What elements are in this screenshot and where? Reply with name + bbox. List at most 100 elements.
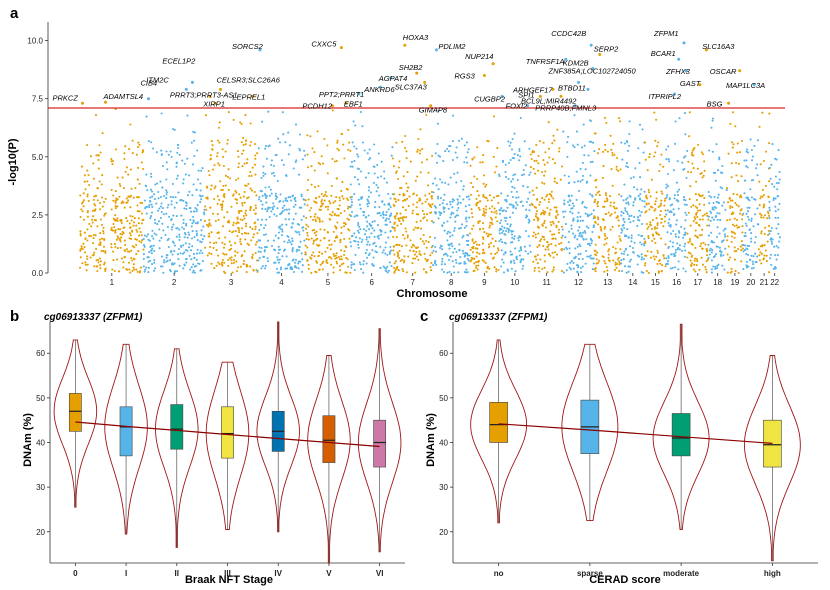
manhattan-point (485, 197, 488, 200)
manhattan-point (300, 193, 303, 196)
manhattan-point (773, 185, 776, 188)
manhattan-point (620, 262, 623, 265)
manhattan-point (263, 248, 266, 252)
manhattan-gene-label: FOXI2 (506, 102, 529, 111)
manhattan-point (187, 231, 190, 234)
manhattan-point (301, 264, 304, 267)
manhattan-point (86, 195, 89, 198)
manhattan-point (715, 143, 718, 146)
manhattan-point (607, 256, 610, 259)
manhattan-point (626, 212, 629, 216)
manhattan-point (385, 181, 389, 184)
manhattan-point (82, 192, 85, 195)
manhattan-point (552, 197, 555, 200)
manhattan-point (155, 151, 158, 154)
manhattan-point (82, 205, 85, 208)
manhattan-point (714, 206, 718, 210)
manhattan-point (596, 152, 599, 155)
manhattan-point (145, 212, 148, 215)
manhattan-point (86, 180, 89, 183)
manhattan-point (514, 270, 517, 273)
manhattan-point (462, 188, 465, 191)
manhattan-point (222, 155, 225, 158)
manhattan-hit-point (684, 69, 688, 73)
manhattan-point (139, 201, 142, 204)
manhattan-point (456, 214, 460, 217)
manhattan-point (246, 242, 249, 245)
manhattan-point (175, 201, 178, 204)
manhattan-point (458, 195, 461, 198)
manhattan-point (81, 247, 84, 251)
manhattan-point (613, 207, 616, 210)
manhattan-point (483, 212, 486, 215)
manhattan-point (696, 167, 699, 170)
manhattan-point (594, 198, 597, 201)
manhattan-point (550, 190, 553, 193)
manhattan-point (643, 205, 646, 208)
manhattan-point (292, 167, 295, 170)
manhattan-point (654, 151, 657, 154)
manhattan-point (129, 234, 132, 237)
manhattan-point (458, 262, 461, 265)
manhattan-point (393, 270, 396, 273)
manhattan-point (700, 233, 703, 237)
manhattan-point (683, 255, 686, 258)
manhattan-point (326, 208, 330, 211)
manhattan-point (147, 271, 150, 274)
manhattan-point (659, 202, 663, 205)
manhattan-point (693, 216, 696, 219)
manhattan-point (667, 145, 670, 148)
manhattan-point (730, 235, 734, 238)
manhattan-point (92, 242, 95, 245)
manhattan-point (761, 111, 764, 114)
manhattan-point (705, 250, 709, 253)
manhattan-point (576, 216, 579, 219)
manhattan-point (682, 198, 686, 201)
manhattan-point (152, 237, 155, 240)
manhattan-point (415, 213, 418, 216)
manhattan-point (543, 254, 546, 257)
manhattan-point (165, 191, 168, 194)
manhattan-point (636, 216, 640, 219)
manhattan-point (639, 214, 642, 217)
manhattan-point (557, 228, 561, 231)
manhattan-point (534, 255, 537, 258)
manhattan-point (593, 132, 596, 135)
manhattan-point (649, 205, 652, 208)
manhattan-point (102, 250, 105, 253)
manhattan-point (382, 265, 385, 268)
manhattan-point (395, 170, 398, 173)
manhattan-point (357, 240, 360, 243)
manhattan-point (474, 261, 478, 264)
manhattan-point (211, 144, 214, 147)
manhattan-point (423, 252, 426, 255)
manhattan-point (171, 253, 174, 256)
manhattan-point (279, 193, 282, 196)
manhattan-point (414, 257, 417, 260)
manhattan-point (246, 264, 249, 267)
manhattan-point (470, 181, 473, 184)
manhattan-point (750, 159, 754, 162)
manhattan-point (609, 204, 612, 207)
manhattan-point (165, 193, 168, 196)
manhattan-point (367, 214, 370, 217)
manhattan-hit-point (698, 83, 702, 87)
manhattan-point (249, 144, 252, 147)
manhattan-point (270, 172, 273, 175)
manhattan-hit-point (752, 83, 756, 87)
manhattan-point (230, 256, 233, 259)
manhattan-point (762, 159, 765, 163)
manhattan-point (417, 258, 420, 261)
manhattan-point (555, 226, 558, 229)
manhattan-point (698, 234, 702, 237)
manhattan-point (302, 215, 305, 218)
manhattan-hit-point (434, 48, 438, 52)
manhattan-point (772, 267, 775, 270)
manhattan-point (116, 217, 119, 220)
manhattan-point (700, 242, 703, 245)
manhattan-point (151, 190, 154, 193)
manhattan-point (589, 254, 592, 257)
manhattan-point (640, 243, 643, 246)
manhattan-point (616, 156, 619, 160)
manhattan-point (603, 232, 606, 236)
